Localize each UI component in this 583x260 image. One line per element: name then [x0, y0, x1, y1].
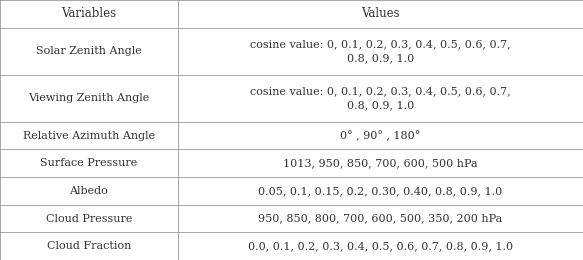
- Text: 1013, 950, 850, 700, 600, 500 hPa: 1013, 950, 850, 700, 600, 500 hPa: [283, 158, 477, 168]
- Text: cosine value: 0, 0.1, 0.2, 0.3, 0.4, 0.5, 0.6, 0.7,
0.8, 0.9, 1.0: cosine value: 0, 0.1, 0.2, 0.3, 0.4, 0.5…: [250, 87, 511, 110]
- Text: Cloud Pressure: Cloud Pressure: [45, 213, 132, 224]
- Text: Solar Zenith Angle: Solar Zenith Angle: [36, 46, 142, 56]
- Text: 0.05, 0.1, 0.15, 0.2, 0.30, 0.40, 0.8, 0.9, 1.0: 0.05, 0.1, 0.15, 0.2, 0.30, 0.40, 0.8, 0…: [258, 186, 503, 196]
- Text: Relative Azimuth Angle: Relative Azimuth Angle: [23, 131, 155, 141]
- Text: 950, 850, 800, 700, 600, 500, 350, 200 hPa: 950, 850, 800, 700, 600, 500, 350, 200 h…: [258, 213, 503, 224]
- Text: Variables: Variables: [61, 7, 117, 20]
- Text: 0.0, 0.1, 0.2, 0.3, 0.4, 0.5, 0.6, 0.7, 0.8, 0.9, 1.0: 0.0, 0.1, 0.2, 0.3, 0.4, 0.5, 0.6, 0.7, …: [248, 241, 513, 251]
- Text: Cloud Fraction: Cloud Fraction: [47, 241, 131, 251]
- Text: Surface Pressure: Surface Pressure: [40, 158, 138, 168]
- Text: 0° , 90° , 180°: 0° , 90° , 180°: [340, 130, 420, 141]
- Text: cosine value: 0, 0.1, 0.2, 0.3, 0.4, 0.5, 0.6, 0.7,
0.8, 0.9, 1.0: cosine value: 0, 0.1, 0.2, 0.3, 0.4, 0.5…: [250, 40, 511, 63]
- Text: Viewing Zenith Angle: Viewing Zenith Angle: [29, 93, 149, 103]
- Text: Values: Values: [361, 7, 400, 20]
- Text: Albedo: Albedo: [69, 186, 108, 196]
